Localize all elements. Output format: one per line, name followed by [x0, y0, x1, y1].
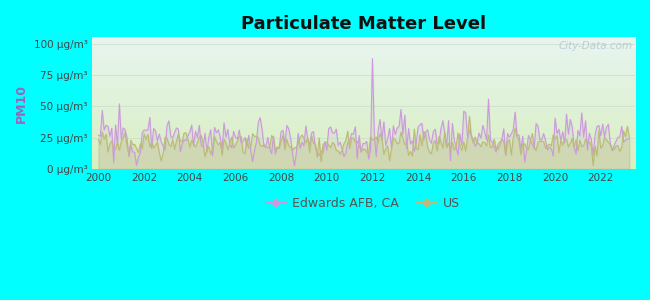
Title: Particulate Matter Level: Particulate Matter Level — [240, 15, 486, 33]
Legend: Edwards AFB, CA, US: Edwards AFB, CA, US — [262, 192, 465, 215]
Text: City-Data.com: City-Data.com — [558, 41, 632, 51]
Y-axis label: PM10: PM10 — [15, 84, 28, 123]
